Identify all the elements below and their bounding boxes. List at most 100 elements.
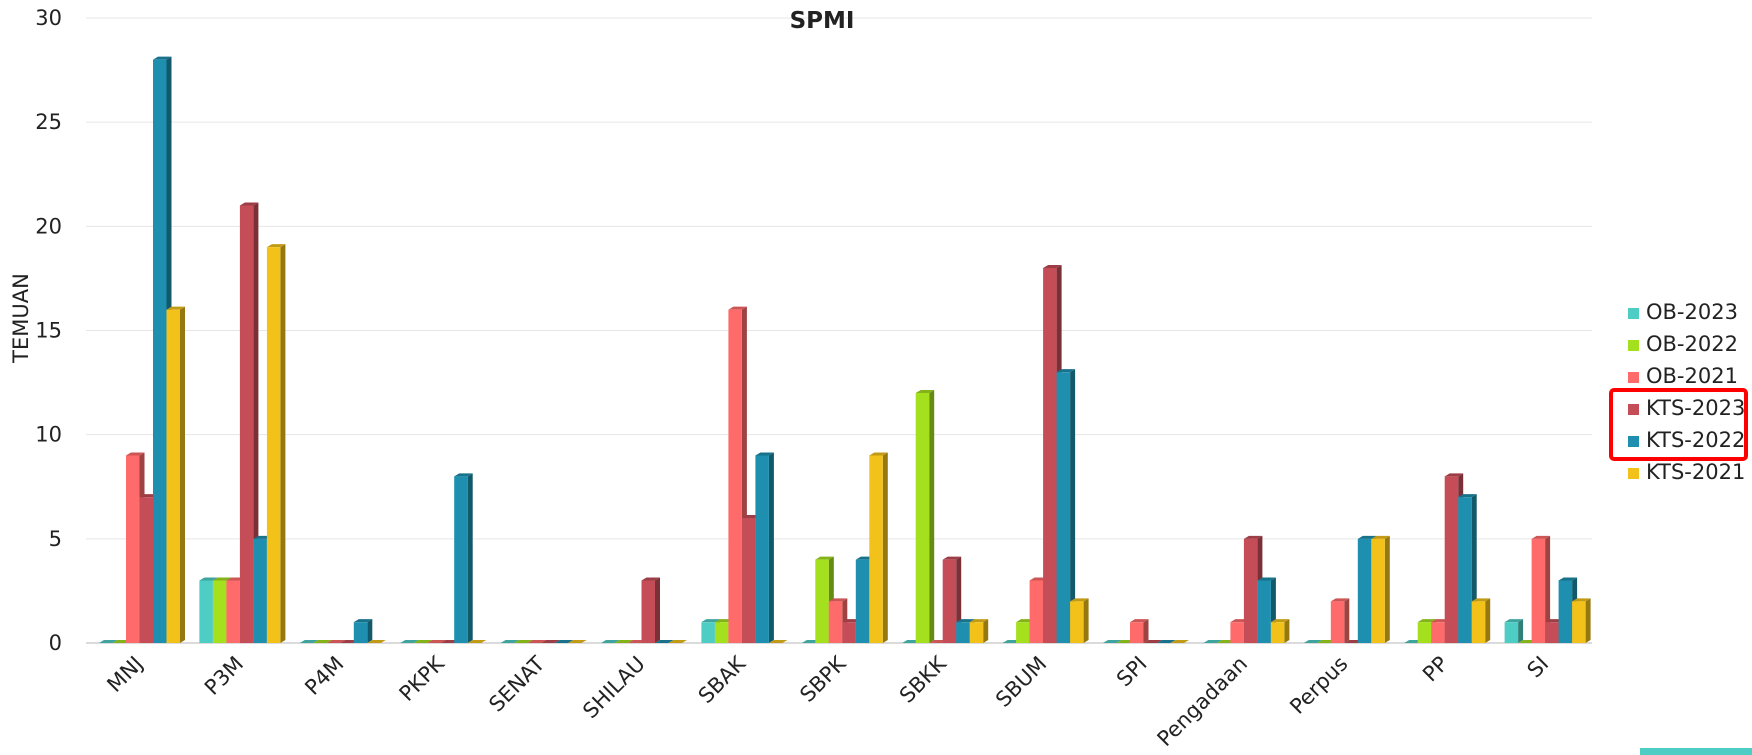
bar-top (313, 640, 332, 643)
legend-item[interactable]: KTS-2023 (1628, 396, 1745, 420)
legend-swatch (1628, 436, 1639, 447)
bar[interactable] (869, 452, 888, 644)
y-tick-label: 20 (35, 214, 62, 238)
bar[interactable] (166, 306, 186, 643)
bar-side (1545, 535, 1551, 643)
bar-side (882, 452, 888, 643)
bar-front (1545, 622, 1559, 643)
bar[interactable] (1070, 598, 1089, 643)
bar[interactable] (1303, 640, 1323, 643)
bar-side (1083, 598, 1089, 643)
bar-side (1485, 598, 1491, 643)
bar-top (601, 640, 620, 643)
bar-top (427, 640, 446, 643)
bar[interactable] (915, 390, 935, 643)
bar-front (828, 601, 843, 643)
legend[interactable]: OB-2023 OB-2022 OB-2021 KTS-2023 KTS-2022 KTS… (1609, 300, 1748, 484)
bar-side (1384, 535, 1390, 643)
bar[interactable] (1504, 619, 1524, 643)
bar[interactable] (239, 202, 259, 644)
bar-front (942, 559, 957, 643)
bar[interactable] (668, 640, 688, 643)
bar-top (1558, 577, 1578, 581)
bar-top (1504, 619, 1524, 623)
bar-front (166, 309, 180, 643)
bar-front (1056, 372, 1071, 643)
chart-title: SPMI (790, 8, 855, 34)
x-tick-label: SPI (1112, 652, 1152, 692)
legend-item[interactable]: OB-2023 (1628, 300, 1738, 324)
bar[interactable] (641, 577, 661, 644)
bar-front (1504, 622, 1519, 643)
bar[interactable] (601, 640, 620, 643)
bar[interactable] (353, 619, 373, 643)
bar-top (299, 640, 319, 643)
bar[interactable] (326, 640, 346, 643)
bar[interactable] (554, 640, 574, 643)
bar-front (956, 622, 970, 643)
bar[interactable] (299, 640, 319, 643)
legend-item[interactable]: OB-2022 (1628, 332, 1738, 356)
bar[interactable] (969, 619, 989, 643)
bar-front (126, 455, 140, 643)
bar[interactable] (266, 244, 286, 643)
bar[interactable] (454, 473, 473, 643)
legend-item[interactable]: KTS-2022 (1628, 428, 1745, 452)
bar[interactable] (541, 640, 560, 643)
bar-top (1417, 619, 1437, 623)
bar-top (353, 619, 373, 623)
bar[interactable] (768, 640, 788, 643)
bar[interactable] (755, 452, 774, 644)
bar[interactable] (500, 640, 520, 643)
x-tick-label: PP (1418, 652, 1453, 687)
bar[interactable] (427, 640, 446, 643)
legend-swatch (1628, 372, 1639, 383)
bar[interactable] (467, 640, 487, 643)
bar[interactable] (1330, 598, 1350, 643)
scroll-indicator[interactable] (1640, 748, 1752, 755)
legend-item[interactable]: OB-2021 (1628, 364, 1738, 388)
bar-top (1243, 535, 1263, 539)
bar[interactable] (1572, 598, 1591, 643)
bar[interactable] (942, 556, 962, 643)
bar-top (1157, 640, 1176, 643)
bar-top (1070, 598, 1089, 602)
bar-front (1130, 622, 1144, 643)
bar[interactable] (313, 640, 332, 643)
bar[interactable] (1371, 535, 1390, 643)
bar-front (454, 476, 468, 643)
bar[interactable] (1157, 640, 1176, 643)
x-tick-label: P4M (300, 652, 348, 700)
bar-front (1471, 601, 1486, 643)
legend-label: OB-2023 (1646, 300, 1738, 324)
x-tick-label: SI (1523, 652, 1554, 683)
bar[interactable] (527, 640, 547, 643)
bar[interactable] (1056, 369, 1076, 643)
bar-top (1471, 598, 1491, 602)
bar[interactable] (1103, 640, 1122, 643)
bar[interactable] (1130, 619, 1149, 643)
bar-top (514, 640, 533, 643)
bar[interactable] (1471, 598, 1491, 643)
legend-item[interactable]: KTS-2021 (1628, 460, 1745, 484)
bar[interactable] (1531, 535, 1551, 643)
bar-front (1417, 622, 1432, 643)
y-axis-label: TEMUAN (9, 273, 33, 364)
bar[interactable] (1170, 640, 1190, 643)
bar[interactable] (99, 640, 118, 643)
x-tick-label: SBKK (895, 651, 952, 708)
bar[interactable] (1270, 619, 1290, 643)
bar[interactable] (568, 640, 587, 643)
bar-front (1270, 622, 1285, 643)
bar[interactable] (1203, 640, 1222, 643)
bar[interactable] (367, 640, 386, 643)
bar-front (701, 622, 715, 643)
bar[interactable] (614, 640, 634, 643)
bar[interactable] (413, 640, 433, 643)
bar[interactable] (655, 640, 674, 643)
bar[interactable] (514, 640, 533, 643)
bar[interactable] (400, 640, 419, 643)
bar[interactable] (1143, 640, 1163, 643)
bar-front (815, 559, 829, 643)
